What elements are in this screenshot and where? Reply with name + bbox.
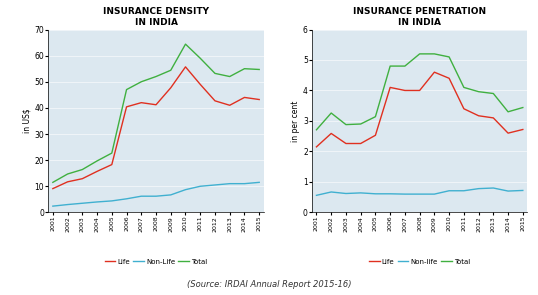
Title: INSURANCE DENSITY
IN INDIA: INSURANCE DENSITY IN INDIA [103, 7, 209, 27]
Y-axis label: in per cent: in per cent [291, 100, 300, 142]
Legend: Life, Non-life, Total: Life, Non-life, Total [366, 256, 473, 268]
Title: INSURANCE PENETRATION
IN INDIA: INSURANCE PENETRATION IN INDIA [353, 7, 486, 27]
Y-axis label: in US$: in US$ [23, 109, 32, 133]
Legend: Life, Non-Life, Total: Life, Non-Life, Total [102, 256, 210, 268]
Text: (Source: IRDAI Annual Report 2015-16): (Source: IRDAI Annual Report 2015-16) [187, 280, 351, 289]
